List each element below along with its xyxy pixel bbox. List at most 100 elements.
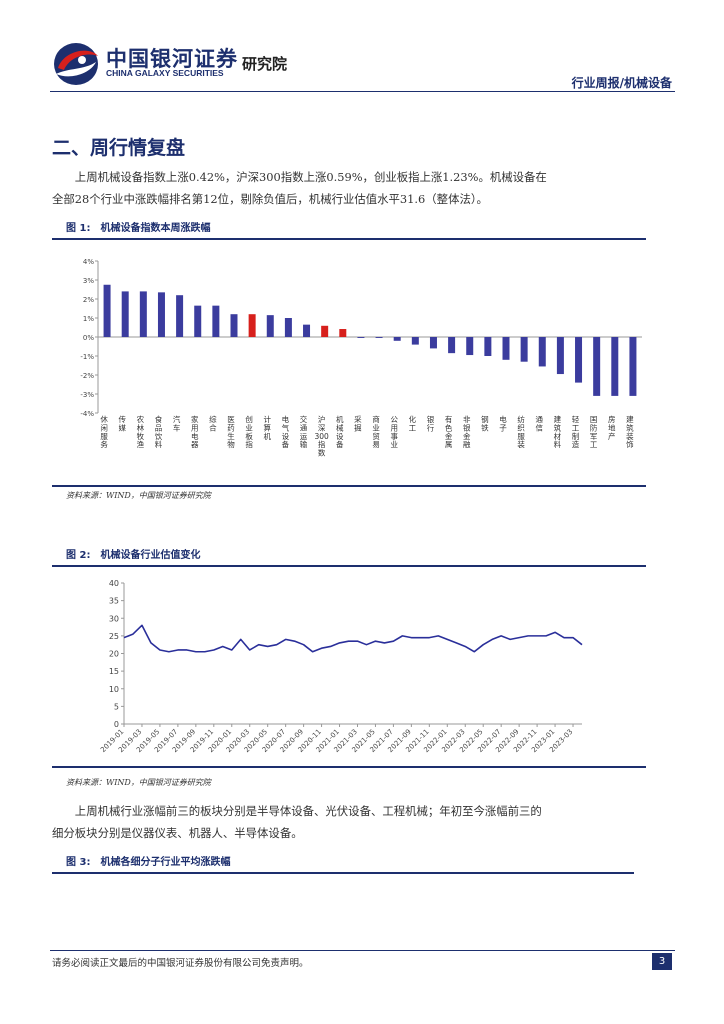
y-tick-label: 2% <box>83 296 94 304</box>
x-tick-label: 传媒 <box>118 414 126 432</box>
brand-name-cn: 中国银河证券 <box>106 47 238 71</box>
bar <box>611 337 619 396</box>
bar <box>157 292 165 337</box>
figure-2-source: 资料来源：WIND，中国银河证券研究院 <box>66 778 211 787</box>
y-tick-label: 0% <box>83 334 94 342</box>
figure-1-caption: 图 1: 机械设备指数本周涨跌幅 <box>52 219 646 240</box>
figure-1-bottom-rule <box>52 485 646 487</box>
y-tick-label: 35 <box>109 597 119 606</box>
figure-2-caption: 图 2: 机械设备行业估值变化 <box>52 546 646 567</box>
bar <box>266 315 274 337</box>
y-tick-label: -1% <box>80 353 94 361</box>
y-tick-label: 1% <box>83 315 94 323</box>
x-tick-label: 创业板指 <box>245 414 253 449</box>
footer-divider <box>50 950 675 951</box>
paragraph-text: 上周机械设备指数上涨0.42%，沪深300指数上涨0.59%，创业板指上涨1.2… <box>52 170 547 206</box>
series-line <box>123 624 583 653</box>
x-tick-label: 房地产 <box>608 414 616 441</box>
bar <box>538 337 546 367</box>
x-tick-label: 化工 <box>409 414 417 432</box>
y-tick-label: -2% <box>80 372 94 380</box>
bar <box>103 284 111 337</box>
y-tick-label: 5 <box>114 702 119 711</box>
section-title: 二、周行情复盘 <box>52 137 186 159</box>
bar <box>593 337 601 396</box>
x-tick-label: 非银金融 <box>463 414 471 449</box>
x-tick-label: 采掘 <box>354 414 362 432</box>
x-tick-label: 建筑材料 <box>554 414 562 449</box>
bar <box>121 291 129 337</box>
x-tick-label: 综合 <box>209 414 217 432</box>
x-tick-label: 银行 <box>427 415 435 432</box>
bar <box>429 337 437 349</box>
bar <box>139 291 147 337</box>
bar <box>284 318 292 337</box>
x-tick-label: 医药生物 <box>227 415 235 449</box>
bar <box>357 337 365 338</box>
figure-2-number: 图 2: <box>66 550 91 561</box>
figure-1-source: 资料来源：WIND，中国银河证券研究院 <box>66 491 211 500</box>
bar <box>575 337 583 383</box>
institute-label: 研究院 <box>242 55 288 73</box>
y-tick-label: 15 <box>109 667 119 676</box>
x-tick-label: 休闲服务 <box>100 414 108 449</box>
bar <box>466 337 474 356</box>
figure-2-bottom-rule <box>52 766 646 768</box>
bar <box>556 337 564 375</box>
x-tick-label: 食品饮料 <box>155 414 163 449</box>
x-tick-label: 有色金属 <box>445 414 453 449</box>
x-tick-label: 汽车 <box>173 414 181 432</box>
figure-1-number: 图 1: <box>66 223 91 234</box>
figure-3-caption: 图 3: 机械各细分子行业平均涨跌幅 <box>52 853 634 874</box>
x-tick-label: 通信 <box>536 414 544 432</box>
x-tick-label: 电子 <box>499 414 507 432</box>
x-tick-label: 商业贸易 <box>372 414 380 449</box>
bar <box>339 329 347 337</box>
x-tick-label: 钢铁 <box>481 414 489 432</box>
y-tick-label: 0 <box>114 720 119 729</box>
y-tick-label: -3% <box>80 391 94 399</box>
figure-1-title: 机械设备指数本周涨跌幅 <box>100 223 211 234</box>
galaxy-logo-icon <box>54 43 98 85</box>
brand-name-en: CHINA GALAXY SECURITIES <box>106 68 224 78</box>
line-chart-valuation: 05101520253035402019-012019-032019-05201… <box>99 579 583 754</box>
x-tick-label: 纺织服装 <box>517 414 525 449</box>
paragraph-subsector-summary: 上周机械行业涨幅前三的板块分别是半导体设备、光伏设备、工程机械；年初至今涨幅前三… <box>52 800 552 844</box>
bar <box>502 337 510 360</box>
bar <box>484 337 492 356</box>
y-tick-label: 30 <box>109 614 119 623</box>
x-tick-label: 轻工制造 <box>572 414 580 449</box>
y-tick-label: 3% <box>83 277 94 285</box>
x-tick-label: 机械设备 <box>336 414 344 449</box>
figure-3-number: 图 3: <box>66 857 91 868</box>
x-tick-label: 农林牧渔 <box>137 414 145 449</box>
x-tick-label: 交通运输 <box>300 414 308 449</box>
bar <box>321 325 329 337</box>
bar <box>411 337 419 345</box>
paragraph-weekly-summary: 上周机械设备指数上涨0.42%，沪深300指数上涨0.59%，创业板指上涨1.2… <box>52 166 552 210</box>
y-tick-label: 40 <box>109 579 119 588</box>
y-tick-label: 25 <box>109 632 119 641</box>
figure-3-title: 机械各细分子行业平均涨跌幅 <box>100 857 231 868</box>
footer-disclaimer: 请务必阅读正文最后的中国银河证券股份有限公司免责声明。 <box>52 958 309 969</box>
bar <box>629 337 637 396</box>
y-tick-label: 10 <box>109 685 119 694</box>
x-tick-label: 计算机 <box>264 414 272 441</box>
x-tick-label: 沪深 300 指数 <box>315 414 330 458</box>
x-tick-label: 建筑装饰 <box>626 414 634 449</box>
bar-chart-index-weekly-change: 4% 3% 2% 1% 0% -1% -2% -3% -4% 休闲服务 传媒 农林牧渔 食品饮料 汽车家用… <box>80 258 642 458</box>
bar <box>303 324 311 337</box>
x-tick-label: 家用电器 <box>191 414 199 449</box>
bar <box>393 337 401 341</box>
bar <box>230 314 238 337</box>
bar <box>520 337 528 362</box>
x-tick-label: 电气设备 <box>282 414 290 449</box>
y-tick-label: -4% <box>80 410 94 418</box>
page-number: 3 <box>652 953 672 970</box>
bar <box>176 295 184 337</box>
header-divider <box>50 91 675 92</box>
report-category: 行业周报/机械设备 <box>571 76 672 90</box>
x-tick-label: 公用事业 <box>390 415 398 449</box>
x-tick-label: 国防军工 <box>590 415 598 449</box>
bar <box>448 337 456 354</box>
